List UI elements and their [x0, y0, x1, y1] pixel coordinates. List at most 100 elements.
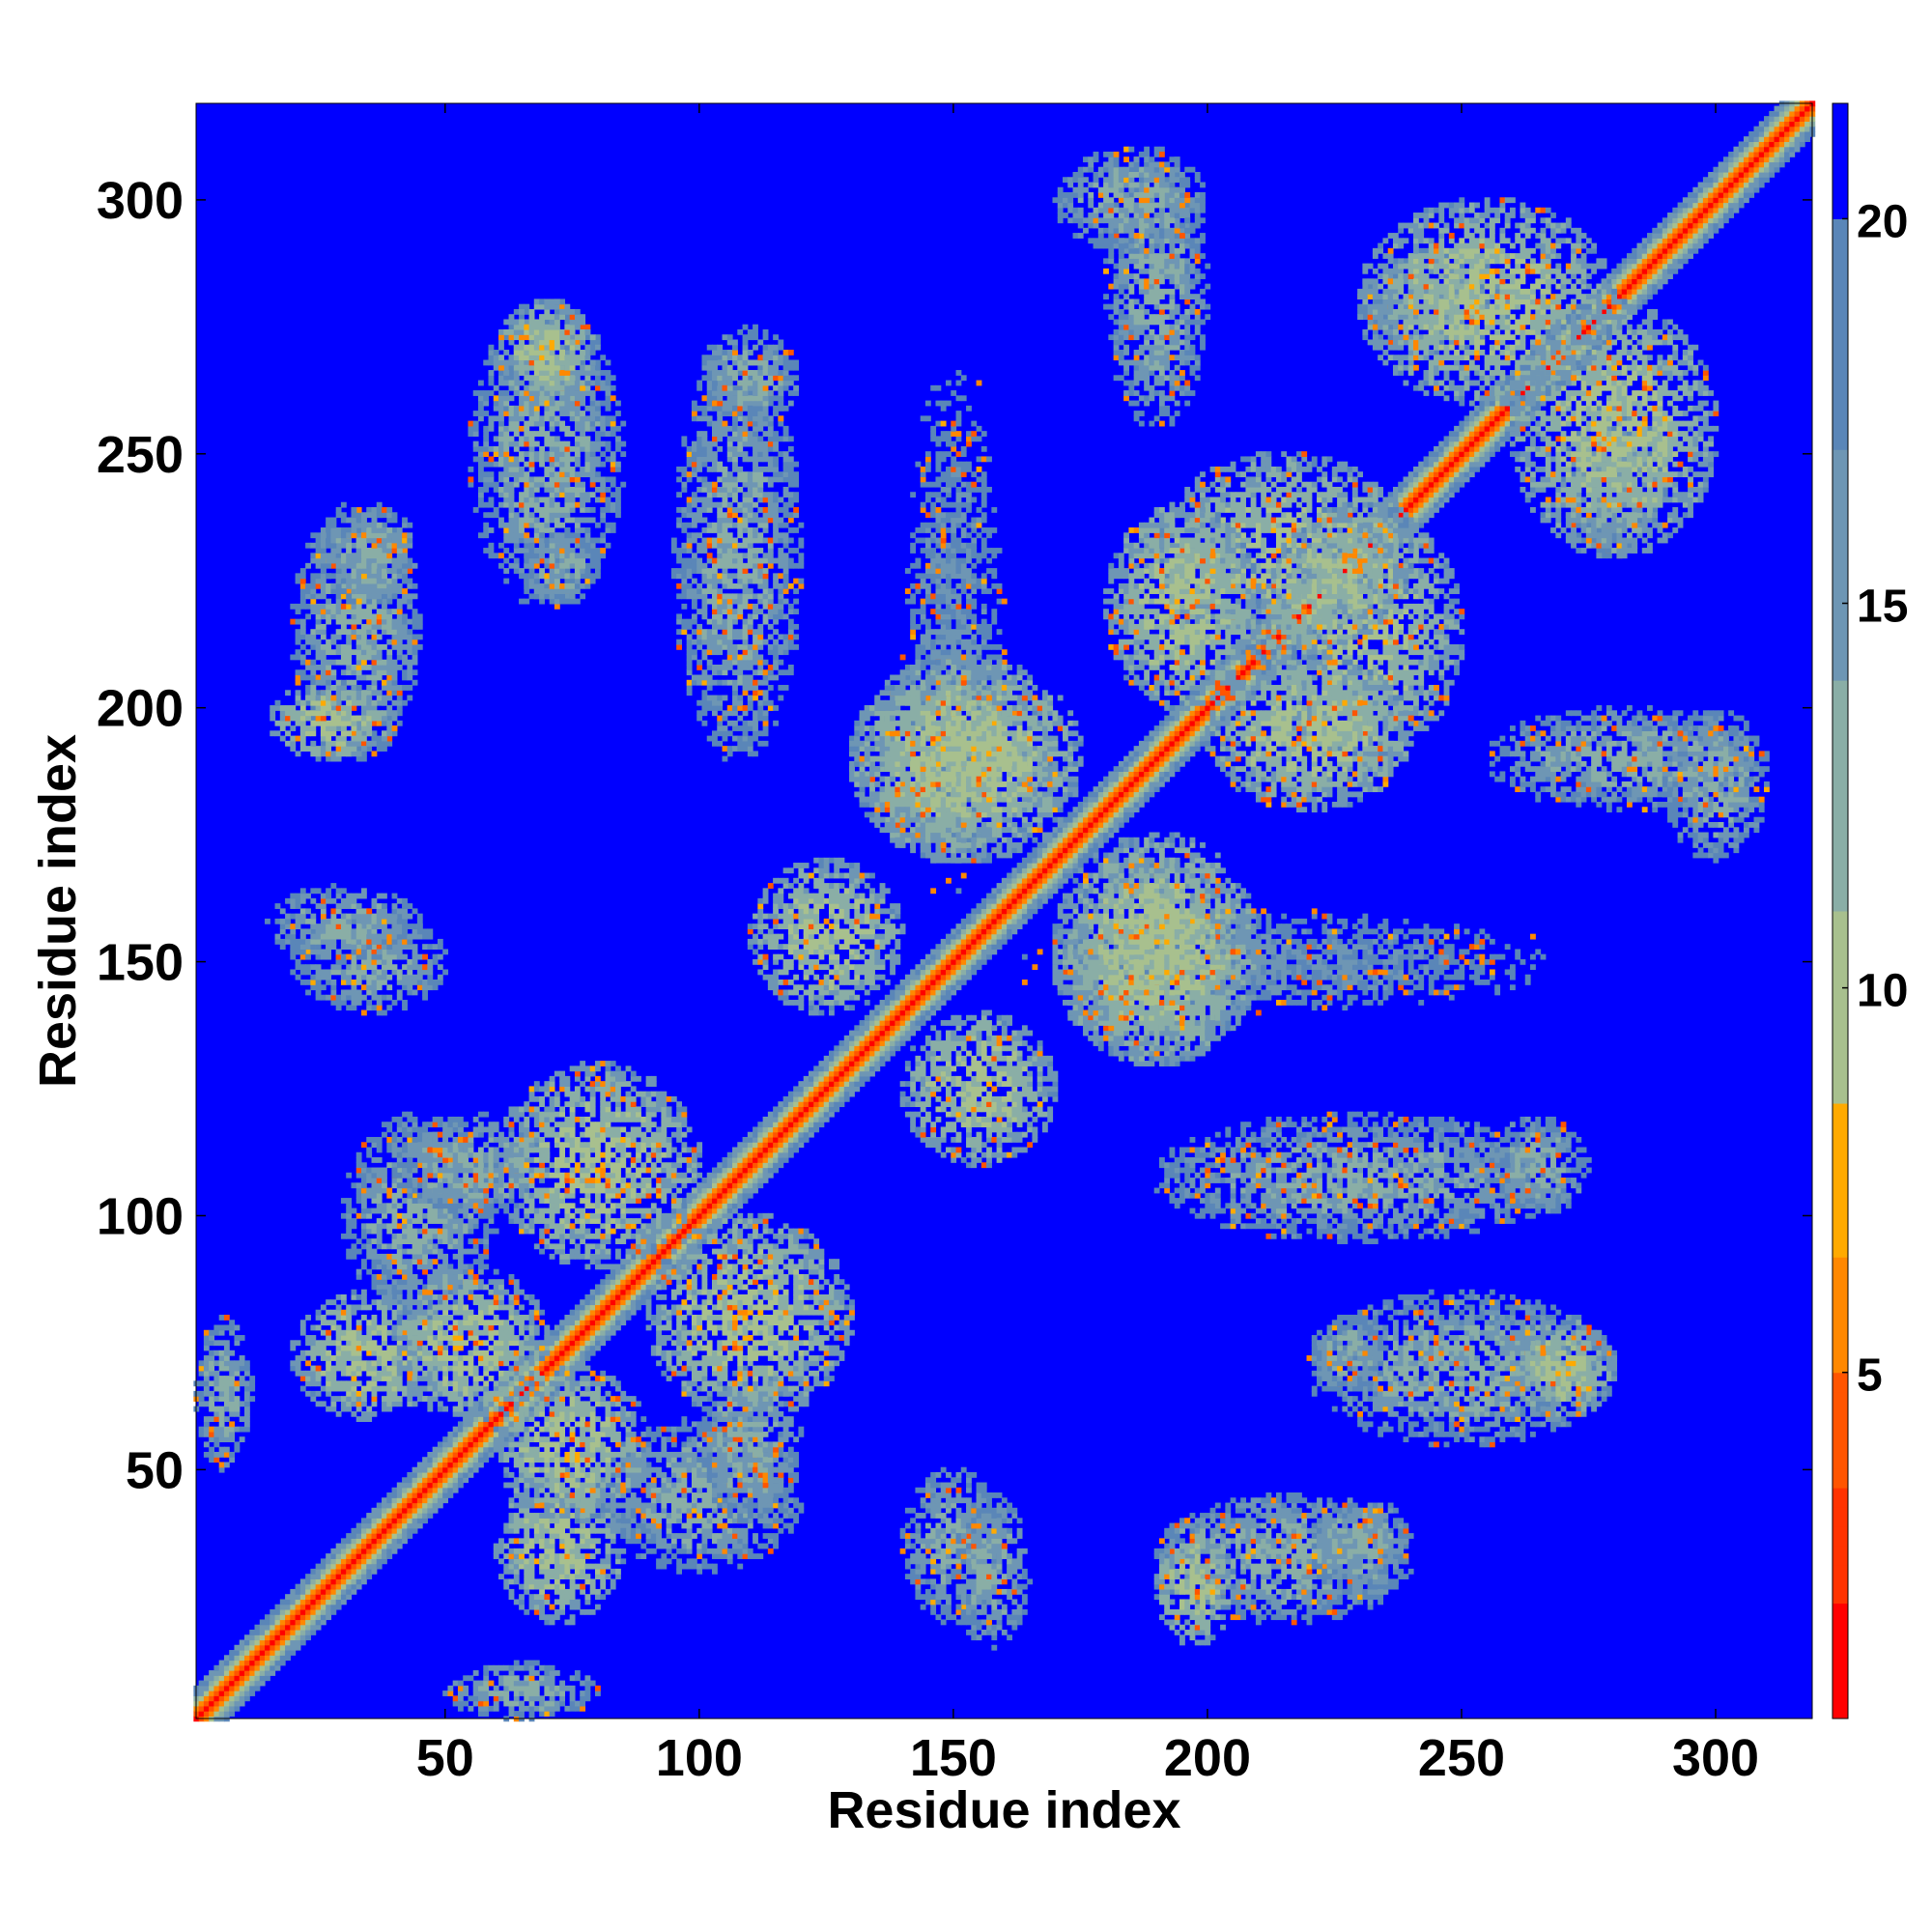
heatmap-cell — [869, 1025, 875, 1032]
heatmap-cell — [1692, 202, 1699, 209]
heatmap-cell — [1504, 405, 1511, 412]
heatmap-cell — [1438, 471, 1445, 478]
heatmap-cell — [1555, 359, 1562, 366]
heatmap-cell — [1468, 451, 1475, 458]
heatmap-cell — [254, 1639, 261, 1646]
heatmap-cell — [432, 1507, 439, 1514]
heatmap-cell — [1016, 903, 1023, 909]
heatmap-cell — [457, 1446, 464, 1453]
heatmap-cell — [1205, 1574, 1211, 1579]
heatmap-cell — [1799, 141, 1805, 148]
heatmap-cell — [422, 1482, 428, 1489]
heatmap-cell — [813, 1065, 820, 1072]
heatmap-cell — [315, 593, 322, 600]
heatmap-cell — [330, 669, 337, 676]
heatmap-cell — [295, 573, 301, 580]
heatmap-cell — [1708, 217, 1714, 224]
heatmap-cell — [472, 1685, 479, 1691]
heatmap-cell — [1153, 755, 1160, 762]
heatmap-cell — [477, 1401, 484, 1407]
heatmap-cell — [1621, 288, 1628, 295]
heatmap-cell — [320, 674, 327, 681]
heatmap-cell — [305, 1604, 311, 1610]
heatmap-cell — [610, 1289, 616, 1295]
heatmap-cell — [574, 1309, 581, 1316]
heatmap-cell — [528, 1390, 535, 1397]
heatmap-cell — [753, 1142, 758, 1149]
heatmap-cell — [335, 710, 342, 717]
heatmap-cell — [1007, 893, 1012, 899]
heatmap-cell — [986, 938, 992, 945]
heatmap-cell — [1611, 268, 1618, 274]
heatmap-cell — [732, 1198, 738, 1204]
heatmap-cell — [818, 1095, 825, 1102]
heatmap-cell — [843, 1040, 850, 1046]
heatmap-cell — [1194, 715, 1201, 722]
heatmap-cell — [890, 1045, 895, 1052]
heatmap-cell — [1718, 217, 1724, 224]
heatmap-cell — [1057, 847, 1064, 854]
heatmap-cell — [340, 629, 347, 636]
heatmap-cell — [924, 989, 931, 996]
heatmap-cell — [503, 1695, 510, 1702]
heatmap-cell — [1235, 1599, 1241, 1605]
heatmap-cell — [1509, 415, 1516, 422]
heatmap-cell — [376, 1513, 383, 1519]
heatmap-cell — [1093, 796, 1099, 803]
heatmap-cell — [782, 1106, 789, 1113]
heatmap-cell — [1296, 1578, 1302, 1585]
heatmap-cell — [483, 1685, 490, 1691]
heatmap-cell — [1189, 746, 1196, 752]
heatmap-cell — [1784, 136, 1790, 143]
heatmap-cell — [1326, 1588, 1333, 1595]
heatmap-cell — [829, 1086, 835, 1093]
heatmap-cell — [879, 1035, 886, 1041]
heatmap-cell — [320, 582, 327, 589]
heatmap-cell — [488, 1680, 495, 1687]
heatmap-cell — [371, 1507, 378, 1514]
heatmap-cell — [243, 1695, 250, 1702]
heatmap-cell — [589, 1680, 596, 1687]
heatmap-cell — [326, 588, 331, 594]
heatmap-cell — [1077, 822, 1084, 828]
heatmap-cell — [290, 1608, 297, 1615]
heatmap-cell — [285, 1619, 291, 1626]
heatmap-cell — [1235, 674, 1241, 681]
heatmap-cell — [1367, 1599, 1374, 1605]
heatmap-cell — [1738, 166, 1745, 173]
heatmap-cell — [951, 989, 957, 996]
heatmap-cell — [320, 659, 327, 666]
heatmap-cell — [1128, 791, 1135, 798]
heatmap-cell — [533, 1401, 540, 1407]
heatmap-cell — [559, 1695, 566, 1702]
heatmap-cell — [493, 1670, 499, 1676]
heatmap-cell — [198, 1360, 205, 1367]
heatmap-cell — [463, 1477, 469, 1484]
heatmap-cell — [218, 1390, 225, 1397]
heatmap-cell — [1753, 177, 1760, 184]
heatmap-cell — [701, 1198, 708, 1204]
heatmap-cell — [330, 674, 337, 681]
heatmap-cell — [1713, 171, 1719, 178]
heatmap-cell — [402, 1497, 408, 1504]
heatmap-cell — [1037, 903, 1043, 909]
heatmap-cell — [610, 1284, 616, 1291]
heatmap-cell — [1321, 1608, 1328, 1615]
heatmap-cell — [1083, 807, 1089, 813]
heatmap-cell — [1153, 771, 1160, 778]
heatmap-cell — [1468, 420, 1475, 427]
heatmap-cell — [1362, 557, 1369, 564]
heatmap-cell — [295, 1639, 301, 1646]
heatmap-cell — [218, 1376, 225, 1381]
heatmap-cell — [691, 1238, 697, 1244]
heatmap-cell — [1692, 197, 1699, 204]
heatmap-cell — [1128, 801, 1135, 808]
heatmap-cell — [1149, 771, 1155, 778]
heatmap-cell — [498, 1401, 504, 1407]
heatmap-cell — [265, 1644, 270, 1651]
heatmap-cell — [960, 928, 967, 935]
heatmap-cell — [1413, 471, 1419, 478]
heatmap-cell — [391, 1527, 398, 1534]
heatmap-cell — [1164, 766, 1171, 772]
heatmap-cell — [1667, 258, 1673, 265]
